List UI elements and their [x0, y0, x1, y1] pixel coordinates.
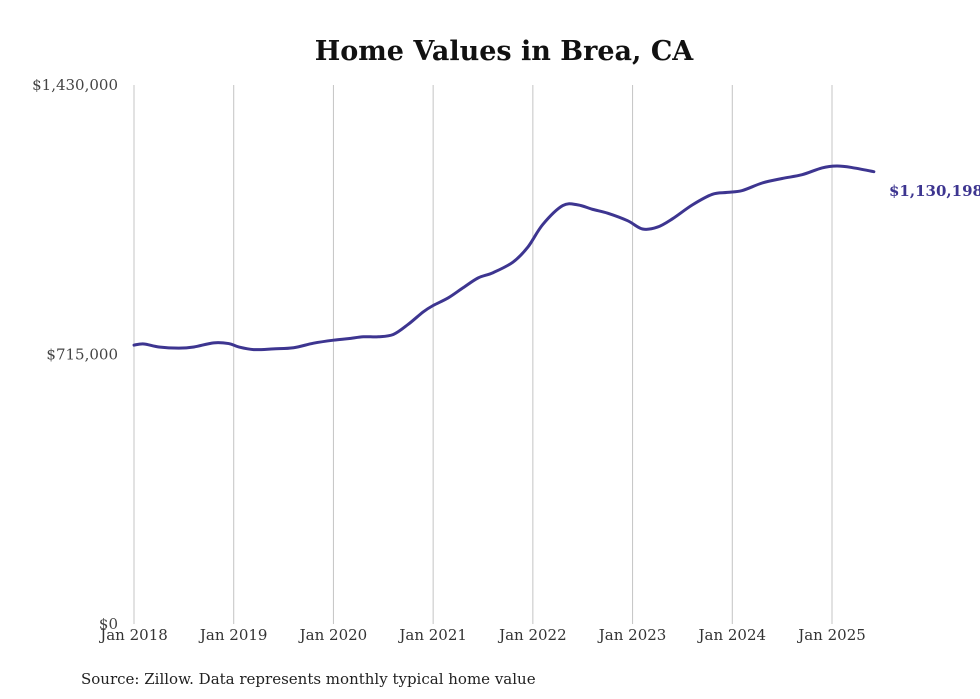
x-tick-label-4: Jan 2022 — [497, 626, 567, 644]
y-tick-label-2: $1,430,000 — [32, 76, 118, 94]
x-tick-label-1: Jan 2019 — [198, 626, 268, 644]
grid-lines — [133, 85, 833, 624]
x-tick-label-5: Jan 2023 — [597, 626, 667, 644]
source-note: Source: Zillow. Data represents monthly … — [81, 670, 536, 688]
x-tick-label-7: Jan 2025 — [796, 626, 866, 644]
y-tick-label-1: $715,000 — [46, 346, 118, 364]
y-axis-ticks: $0 $715,000 $1,430,000 — [32, 76, 118, 633]
y-tick-label-0: $0 — [99, 615, 118, 633]
x-axis-ticks: Jan 2018 Jan 2019 Jan 2020 Jan 2021 Jan 2022… — [98, 626, 866, 644]
x-tick-label-6: Jan 2024 — [697, 626, 767, 644]
x-tick-label-0: Jan 2018 — [98, 626, 168, 644]
end-value-label: $1,130,198 — [889, 182, 980, 200]
chart-title: Home Values in Brea, CA — [315, 36, 695, 67]
series-line-0 — [132, 164, 876, 352]
x-tick-label-3: Jan 2021 — [397, 626, 467, 644]
x-tick-label-2: Jan 2020 — [298, 626, 368, 644]
series-layer — [132, 164, 876, 352]
